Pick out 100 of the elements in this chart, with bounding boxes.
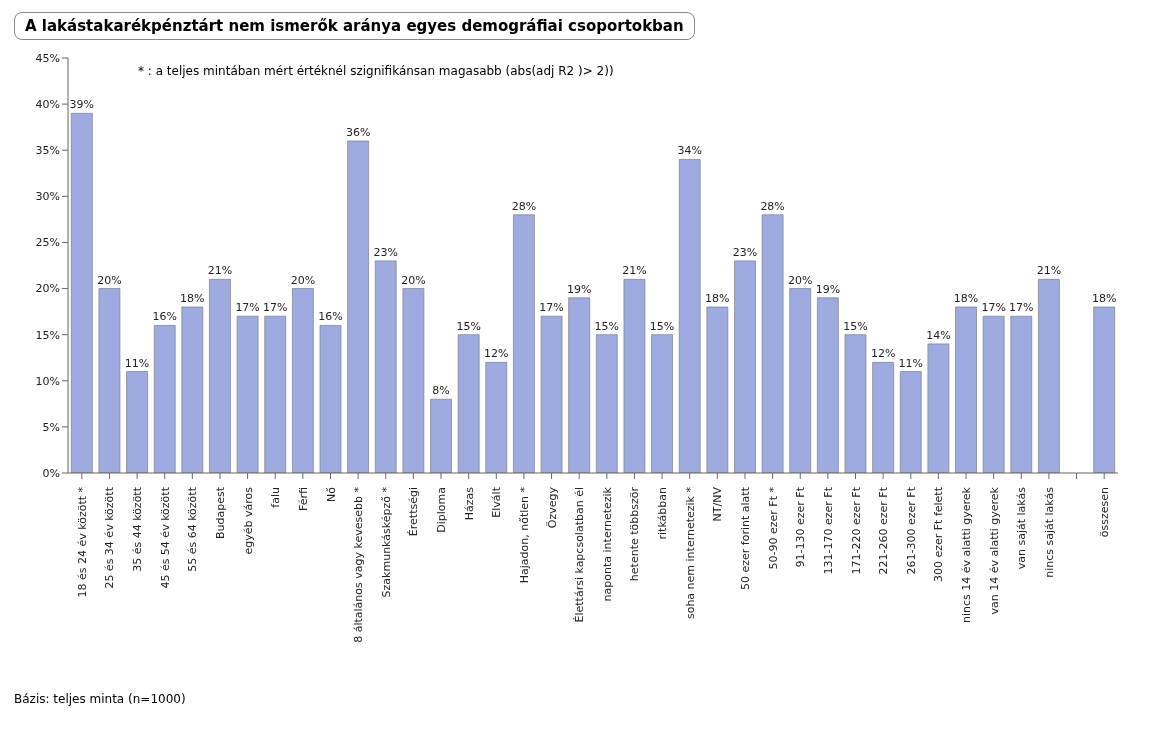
x-tick-label: Elvált [490,486,504,518]
data-label: 14% [926,328,951,342]
bar [982,315,1005,473]
data-label: 15% [843,319,868,333]
x-tick-label: Élettársi kapcsolatban él [573,487,587,623]
bar [1038,278,1060,473]
x-tick-label: 35 és 44 között [131,486,145,572]
bar [153,325,176,473]
bar [651,334,673,473]
x-tick-label: Szakmunkásképző * [379,486,393,598]
y-tick-label: 0% [42,466,60,480]
x-tick-label: 18 és 24 év között * [75,486,89,598]
bar [70,112,93,473]
data-label: 28% [760,199,785,213]
x-tick-label: Érettségi [407,487,421,537]
data-label: 16% [152,310,177,324]
data-label: 18% [180,292,205,305]
bar [126,371,148,473]
y-tick-label: 40% [35,98,60,112]
bar [706,306,729,473]
x-tick-label: Budapest [213,486,227,540]
x-tick-label: 25 és 34 év között [103,486,117,589]
data-label: 28% [511,199,537,213]
bar [927,343,950,473]
x-tick-label: 300 ezer Ft felett [932,486,946,583]
bar [899,371,922,473]
x-tick-label: 91-130 ezer Ft [794,486,808,568]
data-label: 18% [1091,292,1117,305]
data-label: 18% [705,292,730,305]
bar [872,361,894,473]
data-label: 20% [401,273,426,287]
y-tick-label: 10% [35,374,60,388]
bar [374,260,397,473]
bar [181,306,204,473]
data-label: 20% [97,273,122,287]
x-tick-label: 131-170 ezer Ft [821,486,835,575]
y-tick-label: 5% [42,420,60,434]
x-tick-label: Férfi [296,487,310,511]
y-tick-label: 30% [35,190,60,204]
bar [98,288,121,473]
bar [513,214,535,473]
x-tick-label: 55 és 64 között [186,486,200,572]
data-label: 17% [1009,301,1034,315]
bar [292,288,314,473]
x-tick-label: Házas [462,486,476,521]
x-tick-label: van saját lakás [1015,486,1029,570]
y-tick-label: 20% [35,282,60,296]
bar [402,288,425,473]
data-label: 20% [788,273,813,287]
bar [319,325,342,473]
y-tick-label: 45% [35,51,60,65]
x-tick-label: Özvegy [545,486,559,529]
data-label: 23% [732,245,758,259]
data-label: 15% [456,319,481,333]
bar [789,288,812,473]
data-label: 18% [953,292,979,305]
bar [1010,315,1033,473]
x-tick-label: Diploma [435,487,449,533]
bar [761,214,784,473]
data-label: 12% [484,347,509,361]
x-tick-label: összesen [1098,486,1112,538]
x-tick-label: 171-220 ezer Ft [849,486,863,575]
data-label: 19% [815,282,841,296]
bar [430,398,452,473]
bar [209,278,231,473]
x-tick-label: Hajadon, nőtlen * [517,486,531,584]
data-label: 36% [345,126,371,139]
x-tick-label: egyéb város [241,486,255,555]
x-tick-label: van 14 év alatti gyerek [987,486,1001,615]
x-tick-label: soha nem internetezik * [683,486,697,620]
bar [347,140,369,473]
x-tick-label: nincs 14 év alatti gyerek [960,486,974,623]
y-tick-label: 25% [35,236,60,250]
x-tick-label: nincs saját lakás [1042,486,1056,578]
bar [540,315,563,473]
data-label: 11% [124,356,150,370]
x-tick-label: naponta internetezik [600,486,614,602]
bar [678,159,701,473]
bar [623,278,646,473]
bar [568,297,591,473]
data-label: 12% [870,347,896,361]
x-tick-label: 50-90 ezer Ft * [766,486,780,570]
x-tick-label: 50 ezer forint alatt [738,486,752,590]
x-tick-label: 221-260 ezer Ft [877,486,891,575]
data-label: 17% [235,301,260,315]
bar [485,361,508,473]
bar [457,334,480,473]
x-tick-label: 261-300 ezer Ft [904,486,918,575]
y-tick-label: 15% [35,328,60,342]
data-label: 21% [207,264,233,278]
bar [817,297,839,473]
text: Bázis: teljes minta (n=1000) [14,692,186,706]
data-label: 15% [649,319,675,333]
x-tick-label: 45 és 54 év között [158,486,172,589]
bar [955,306,977,473]
data-label: 39% [69,98,95,112]
data-label: 11% [898,356,923,370]
data-label: 20% [290,273,316,287]
x-tick-label: ritkábban [656,486,670,540]
data-label: 16% [318,310,343,324]
